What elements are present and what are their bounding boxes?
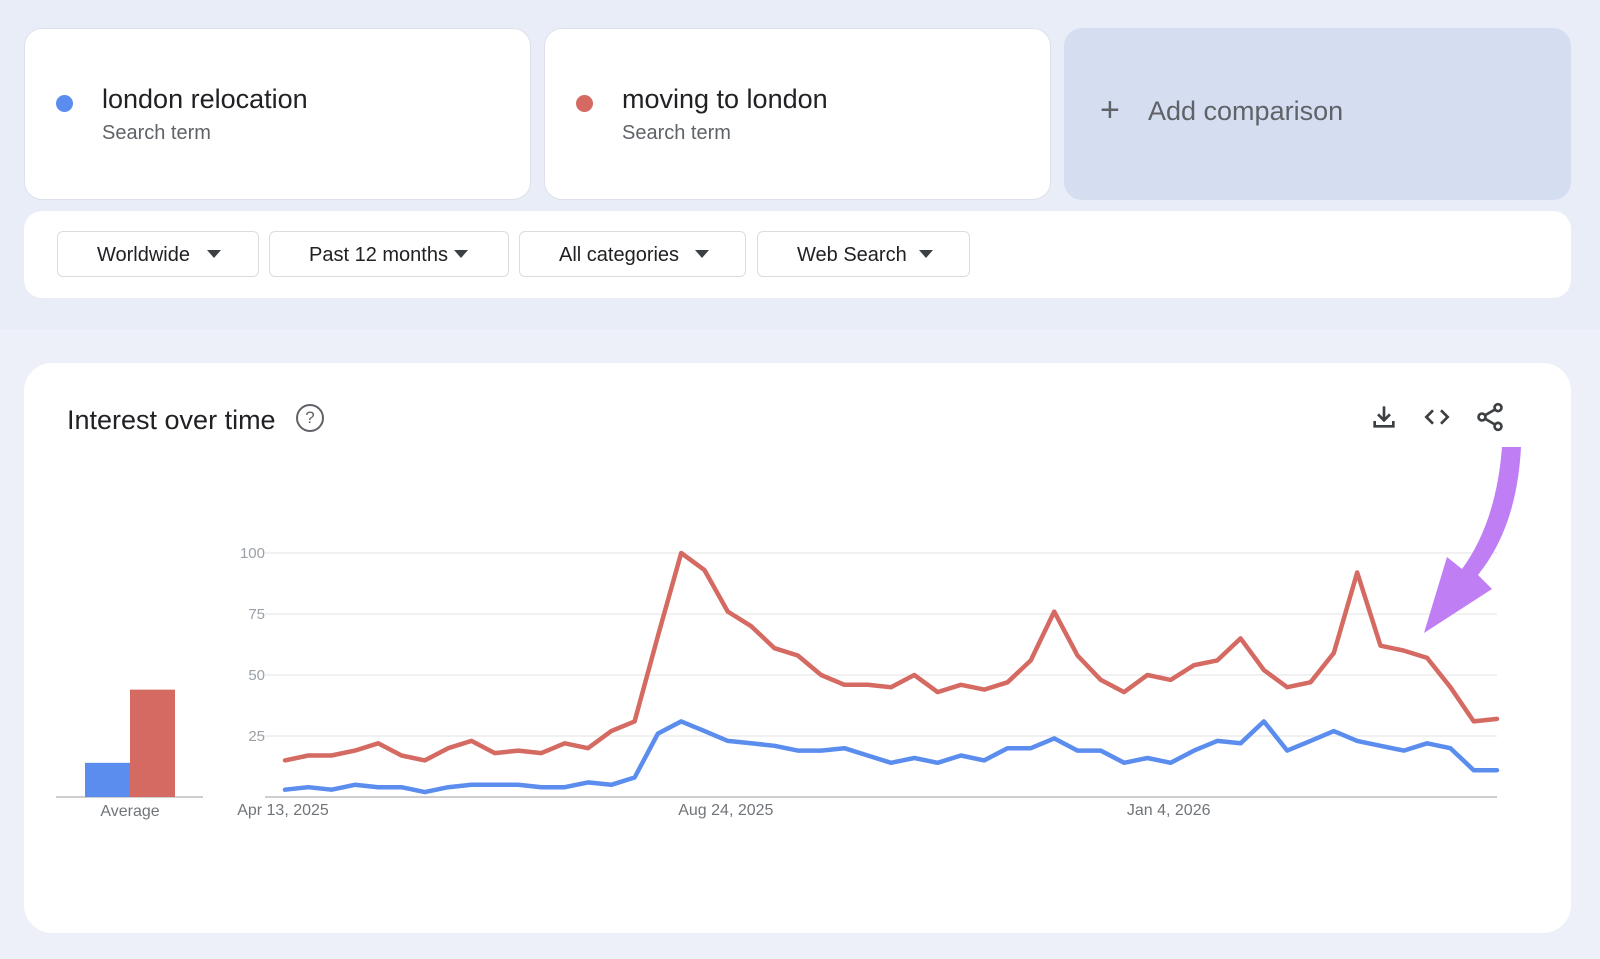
term-1-type: Search term: [102, 122, 211, 144]
annotation-arrow: [1424, 447, 1521, 633]
term-2-name: moving to london: [622, 84, 828, 114]
caret-down-icon: [695, 250, 709, 258]
average-label: Average: [100, 803, 159, 820]
y-tick-label: 75: [248, 606, 265, 623]
filter-property-label: Web Search: [797, 244, 907, 266]
term-2-color-dot: [576, 95, 593, 112]
add-comparison-button[interactable]: + Add comparison: [1064, 28, 1571, 200]
help-icon[interactable]: ?: [296, 404, 324, 432]
average-bars: Average: [56, 689, 203, 820]
trend-lines: [282, 550, 1500, 795]
add-comparison-label: Add comparison: [1148, 96, 1344, 126]
filter-time-dropdown[interactable]: Past 12 months: [269, 231, 509, 277]
download-icon[interactable]: [1368, 401, 1400, 433]
term-1-color-dot: [56, 95, 73, 112]
term-card-2[interactable]: moving to london Search term: [544, 28, 1051, 200]
average-bar: [85, 762, 130, 797]
trend-chart: 25 50 75 100 Average Apr 13, 2025 Aug 24, 20…: [56, 447, 1521, 820]
filter-category-dropdown[interactable]: All categories: [519, 231, 746, 277]
caret-down-icon: [454, 250, 468, 258]
filter-region-dropdown[interactable]: Worldwide: [57, 231, 259, 277]
y-tick-label: 100: [240, 545, 265, 562]
trend-line-london-relocation: [282, 719, 1500, 795]
interest-over-time-card: Interest over time ? 25 50 75 100 Average A…: [24, 363, 1571, 933]
chart-labels: Apr 13, 2025 Aug 24, 2025 Jan 4, 2026: [237, 802, 1210, 819]
term-1-name: london relocation: [102, 84, 308, 114]
embed-code-icon[interactable]: [1421, 401, 1453, 433]
trend-line-moving-to-london: [282, 550, 1500, 763]
x-tick-label: Jan 4, 2026: [1127, 802, 1211, 819]
x-tick-label: Aug 24, 2025: [678, 802, 773, 819]
caret-down-icon: [207, 250, 221, 258]
plus-icon: +: [1100, 91, 1120, 129]
share-icon[interactable]: [1474, 401, 1506, 433]
average-bar: [130, 689, 175, 797]
filter-region-label: Worldwide: [97, 244, 190, 266]
chart-title: Interest over time: [67, 405, 276, 435]
filter-time-label: Past 12 months: [309, 244, 448, 266]
y-tick-label: 50: [248, 667, 265, 684]
filter-category-label: All categories: [559, 244, 680, 266]
chart-gridlines: 25 50 75 100: [240, 545, 1497, 798]
term-card-1[interactable]: london relocation Search term: [24, 28, 531, 200]
filter-property-dropdown[interactable]: Web Search: [757, 231, 970, 277]
x-tick-label: Apr 13, 2025: [237, 802, 329, 819]
term-2-type: Search term: [622, 122, 731, 144]
filter-bar: Worldwide Past 12 months All categories …: [24, 211, 1571, 298]
y-tick-label: 25: [248, 728, 265, 745]
caret-down-icon: [919, 250, 933, 258]
